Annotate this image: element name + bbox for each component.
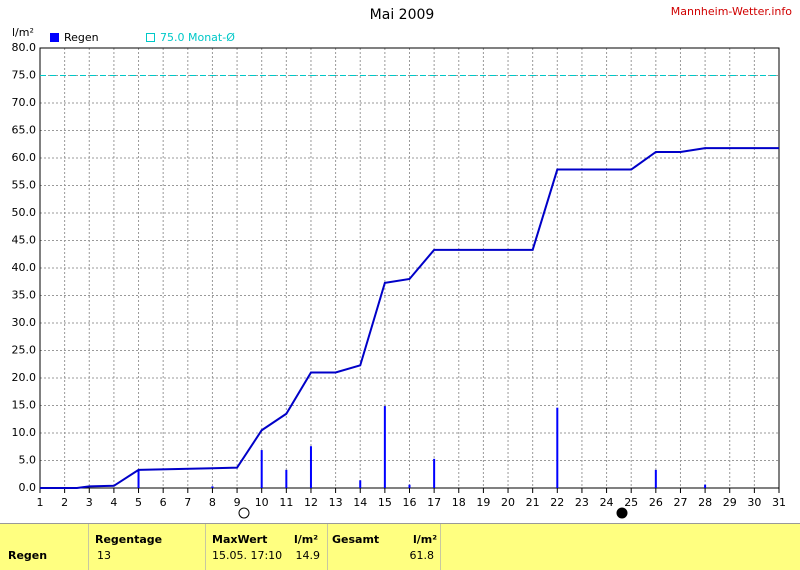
x-tick-label: 25 [624, 496, 638, 509]
y-tick-label: 30.0 [12, 316, 37, 329]
x-tick-label: 20 [501, 496, 515, 509]
x-tick-label: 30 [747, 496, 761, 509]
x-tick-label: 24 [600, 496, 614, 509]
column-header: l/m² [413, 533, 438, 546]
bar [137, 470, 140, 488]
legend-label: Regen [64, 31, 99, 44]
cell: 14.9 [295, 549, 321, 562]
bar [408, 484, 411, 488]
moon-icon [616, 507, 628, 519]
y-tick-label: 70.0 [12, 96, 37, 109]
y-tick-label: 25.0 [12, 344, 37, 357]
bar [556, 407, 559, 488]
row-label: Regen [8, 549, 48, 562]
x-tick-label: 5 [135, 496, 142, 509]
y-tick-label: 75.0 [12, 69, 37, 82]
separator [440, 524, 441, 570]
y-tick-label: 45.0 [12, 234, 37, 247]
x-tick-label: 29 [723, 496, 737, 509]
legend-label: 75.0 Monat-Ø [160, 31, 235, 44]
y-tick-label: 40.0 [12, 261, 37, 274]
x-tick-label: 2 [61, 496, 68, 509]
x-tick-label: 4 [110, 496, 117, 509]
y-tick-label: 5.0 [19, 454, 37, 467]
legend-swatch [50, 33, 59, 42]
bar [260, 450, 263, 488]
column-header: Regentage [95, 533, 163, 546]
bar [285, 469, 288, 488]
bar [359, 480, 362, 488]
separator [205, 524, 206, 570]
x-tick-label: 7 [184, 496, 191, 509]
x-tick-label: 16 [403, 496, 417, 509]
bar [654, 469, 657, 488]
x-tick-label: 22 [550, 496, 564, 509]
x-tick-label: 13 [329, 496, 343, 509]
bar [211, 486, 214, 488]
y-tick-label: 20.0 [12, 371, 37, 384]
x-tick-label: 10 [255, 496, 269, 509]
x-tick-label: 18 [452, 496, 466, 509]
moon-icon [238, 507, 250, 519]
x-tick-label: 1 [37, 496, 44, 509]
x-tick-label: 15 [378, 496, 392, 509]
x-tick-label: 12 [304, 496, 318, 509]
y-tick-label: 55.0 [12, 179, 37, 192]
separator [327, 524, 328, 570]
chart-title: Mai 2009 [370, 7, 435, 23]
x-tick-label: 21 [526, 496, 540, 509]
x-tick-label: 3 [86, 496, 93, 509]
x-tick-label: 9 [234, 496, 241, 509]
bar [383, 406, 386, 488]
x-tick-label: 23 [575, 496, 589, 509]
x-tick-label: 31 [772, 496, 786, 509]
chart: Mai 2009 Mannheim-Wetter.info l/m² Regen… [12, 5, 793, 519]
cumulative-line [40, 147, 779, 489]
y-tick-label: 80.0 [12, 41, 37, 54]
y-tick-label: 65.0 [12, 124, 37, 137]
x-tick-label: 14 [353, 496, 367, 509]
y-tick-label: 0.0 [19, 481, 37, 494]
x-tick-label: 6 [160, 496, 167, 509]
bar [433, 458, 436, 488]
separator [88, 524, 89, 570]
bar [704, 484, 707, 488]
column-header: Gesamt [332, 533, 380, 546]
x-tick-label: 27 [673, 496, 687, 509]
source: Mannheim-Wetter.info [671, 5, 793, 18]
x-tick-label: 11 [279, 496, 293, 509]
y-axis-label: l/m² [12, 26, 34, 39]
y-tick-label: 10.0 [12, 426, 37, 439]
y-tick-label: 35.0 [12, 289, 37, 302]
y-tick-label: 50.0 [12, 206, 37, 219]
x-tick-label: 26 [649, 496, 663, 509]
y-tick-label: 15.0 [12, 399, 37, 412]
cell: 61.8 [409, 549, 435, 562]
summary-table: Regentage MaxWert l/m² Gesamt l/m² Regen… [0, 523, 800, 570]
x-tick-label: 8 [209, 496, 216, 509]
x-tick-label: 19 [476, 496, 490, 509]
column-header: l/m² [294, 533, 319, 546]
legend-swatch [146, 33, 155, 42]
x-tick-label: 28 [698, 496, 712, 509]
column-header: MaxWert [212, 533, 268, 546]
cell: 13 [97, 549, 111, 562]
y-tick-label: 60.0 [12, 151, 37, 164]
cell: 15.05. 17:10 [212, 549, 283, 562]
bar [309, 446, 312, 488]
x-tick-label: 17 [427, 496, 441, 509]
